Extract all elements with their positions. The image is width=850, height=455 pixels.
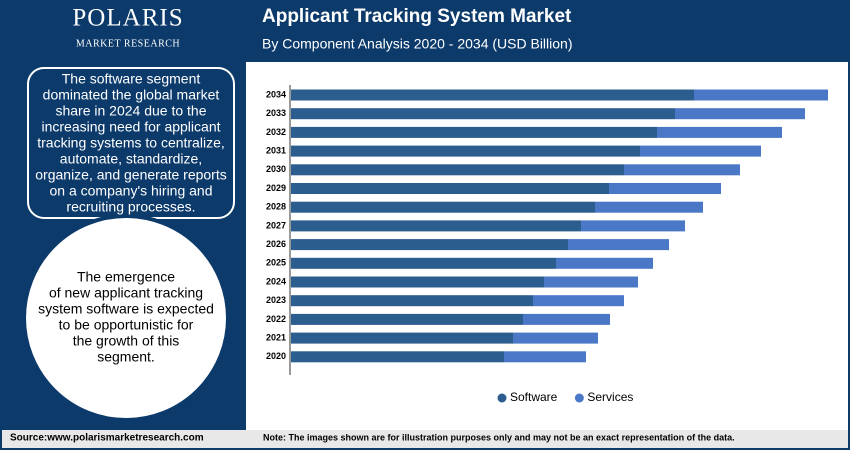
chart-subtitle: By Component Analysis 2020 - 2034 (USD B…	[262, 36, 573, 52]
bar-segment	[581, 220, 685, 232]
y-tick-label: 2024	[266, 276, 286, 286]
bar-segment	[675, 108, 805, 120]
bar-segment	[291, 220, 581, 232]
insight-text: dominated the global market	[43, 87, 220, 103]
insight-text: to be opportunistic for	[59, 317, 194, 333]
insight-text: recruiting processes.	[66, 199, 195, 215]
y-tick-label: 2032	[266, 127, 286, 137]
bar-segment	[513, 332, 598, 344]
brand-name: POLARIS	[72, 5, 183, 32]
bar-segment	[624, 164, 740, 176]
y-tick-label: 2020	[266, 351, 286, 361]
insight-text: automate, standardize,	[60, 151, 202, 167]
brand-tagline: MARKET RESEARCH	[76, 38, 180, 49]
bar-segment	[291, 145, 640, 157]
insight-circle	[22, 214, 230, 422]
y-tick-label: 2021	[266, 332, 286, 342]
bar-segment	[533, 295, 624, 307]
bar-segment	[640, 145, 761, 157]
bar-segment	[694, 89, 828, 101]
bar-segment	[291, 332, 513, 344]
legend-label: Software	[510, 390, 558, 404]
legend-swatch	[497, 393, 507, 403]
bar-segment	[504, 351, 586, 363]
chart-title: Applicant Tracking System Market	[262, 6, 572, 27]
bar-segment	[291, 126, 657, 138]
insight-text: on a company's hiring and	[50, 183, 213, 199]
y-tick-label: 2027	[266, 220, 286, 230]
insight-text: segment.	[97, 349, 155, 365]
insight-text: of new applicant tracking	[49, 285, 203, 301]
y-tick-label: 2022	[266, 314, 286, 324]
y-tick-label: 2031	[266, 145, 286, 155]
bar-segment	[291, 108, 675, 120]
bar-segment	[291, 201, 595, 213]
legend-label: Services	[587, 390, 633, 404]
insight-text: The software segment	[62, 71, 201, 87]
y-tick-label: 2033	[266, 108, 286, 118]
bar-segment	[595, 201, 703, 213]
footer-source: Source:www.polarismarketresearch.com	[10, 433, 204, 444]
footer-band	[0, 430, 850, 450]
bar-segment	[523, 313, 610, 325]
insight-text: share in 2024 due to the	[55, 103, 206, 119]
bar-segment	[291, 313, 523, 325]
y-tick-label: 2025	[266, 258, 286, 268]
bar-segment	[291, 89, 694, 101]
y-tick-label: 2029	[266, 183, 286, 193]
bar-segment	[544, 276, 638, 288]
bar-segment	[291, 164, 624, 176]
bar-segment	[291, 257, 556, 269]
y-tick-label: 2028	[266, 202, 286, 212]
bar-segment	[609, 183, 721, 194]
bar-segment	[291, 351, 504, 363]
bar-segment	[291, 276, 544, 288]
bar-segment	[556, 257, 653, 269]
y-tick-label: 2030	[266, 164, 286, 174]
insight-text: the growth of this	[73, 333, 180, 349]
legend-swatch	[574, 393, 584, 403]
insight-text: organize, and generate reports	[35, 167, 226, 183]
insight-text: tracking systems to centralize,	[37, 135, 225, 151]
bar-segment	[291, 183, 609, 194]
y-tick-label: 2026	[266, 239, 286, 249]
bar-segment	[568, 239, 669, 251]
y-tick-label: 2034	[266, 89, 286, 99]
y-tick-label: 2023	[266, 295, 286, 305]
bar-segment	[291, 295, 533, 307]
insight-text: increasing need for applicant	[41, 119, 220, 135]
insight-text: The emergence	[77, 269, 175, 285]
bar-segment	[291, 239, 568, 251]
footer-note: Note: The images shown are for illustrat…	[263, 432, 735, 442]
bar-segment	[657, 126, 782, 138]
insight-text: system software is expected	[38, 301, 214, 317]
